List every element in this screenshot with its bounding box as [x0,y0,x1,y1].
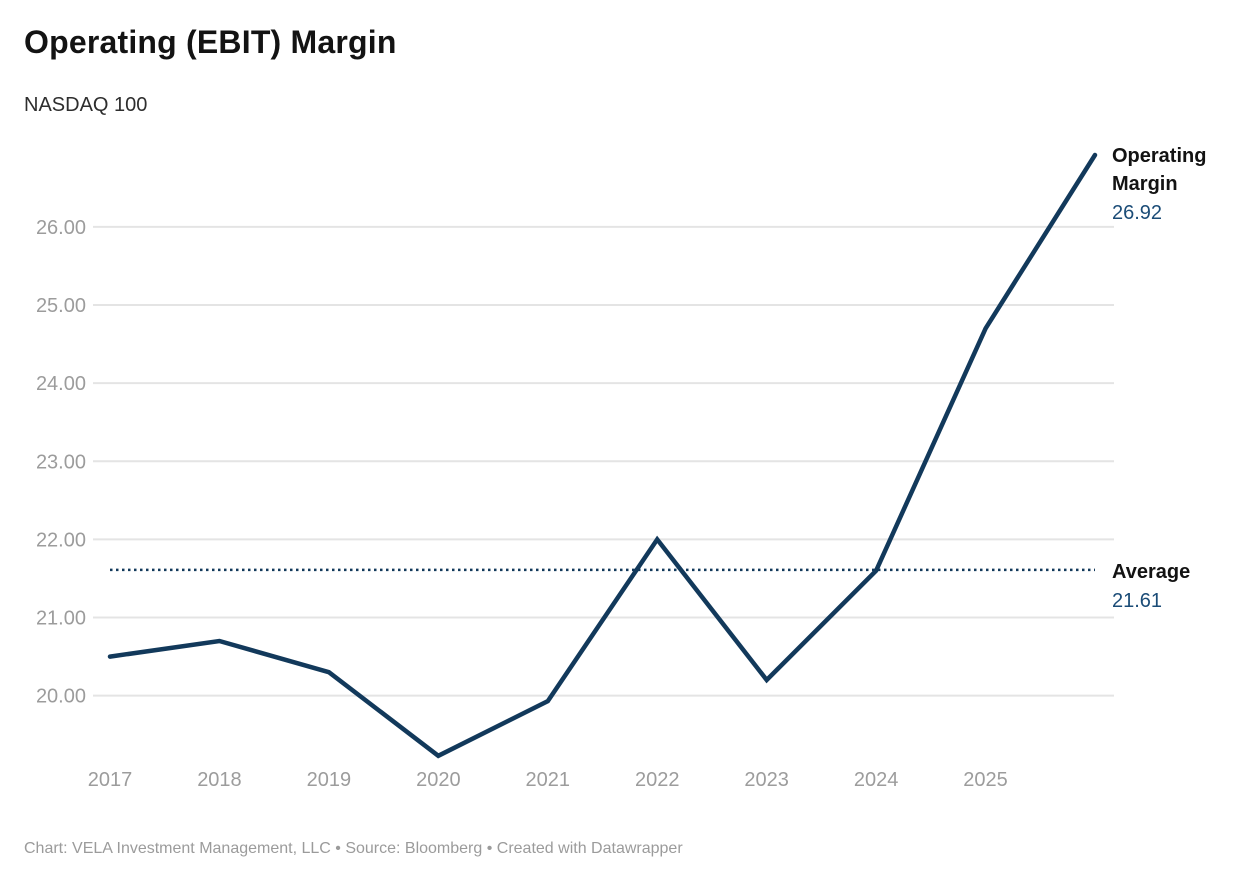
x-tick-label: 2019 [307,769,352,791]
chart-subtitle: NASDAQ 100 [24,94,148,116]
chart-title: Operating (EBIT) Margin [24,24,397,60]
series-annotation-value: 26.92 [1112,202,1163,224]
y-tick-label: 26.00 [36,217,86,239]
x-tick-label: 2024 [854,769,899,791]
series-annotation-label: Operating Margin [1112,145,1207,195]
x-tick-label: 2022 [635,769,680,791]
y-tick-label: 24.00 [36,373,86,395]
average-annotation: Average 21.61 [1112,558,1238,616]
y-tick-label: 23.00 [36,451,86,473]
x-tick-label: 2021 [526,769,571,791]
y-tick-label: 21.00 [36,608,86,630]
x-tick-label: 2023 [744,769,789,791]
x-tick-label: 2017 [88,769,133,791]
operating-margin-line [107,152,1098,759]
series-annotation: Operating Margin 26.92 [1112,142,1238,228]
y-tick-label: 22.00 [36,529,86,551]
y-tick-label: 20.00 [36,686,86,708]
average-annotation-value: 21.61 [1112,590,1163,612]
footer-attribution: Chart: VELA Investment Management, LLC •… [24,840,683,857]
y-tick-label: 25.00 [36,295,86,317]
x-tick-label: 2018 [197,769,242,791]
x-tick-label: 2025 [963,769,1008,791]
average-annotation-label: Average [1112,561,1191,583]
x-tick-label: 2020 [416,769,461,791]
